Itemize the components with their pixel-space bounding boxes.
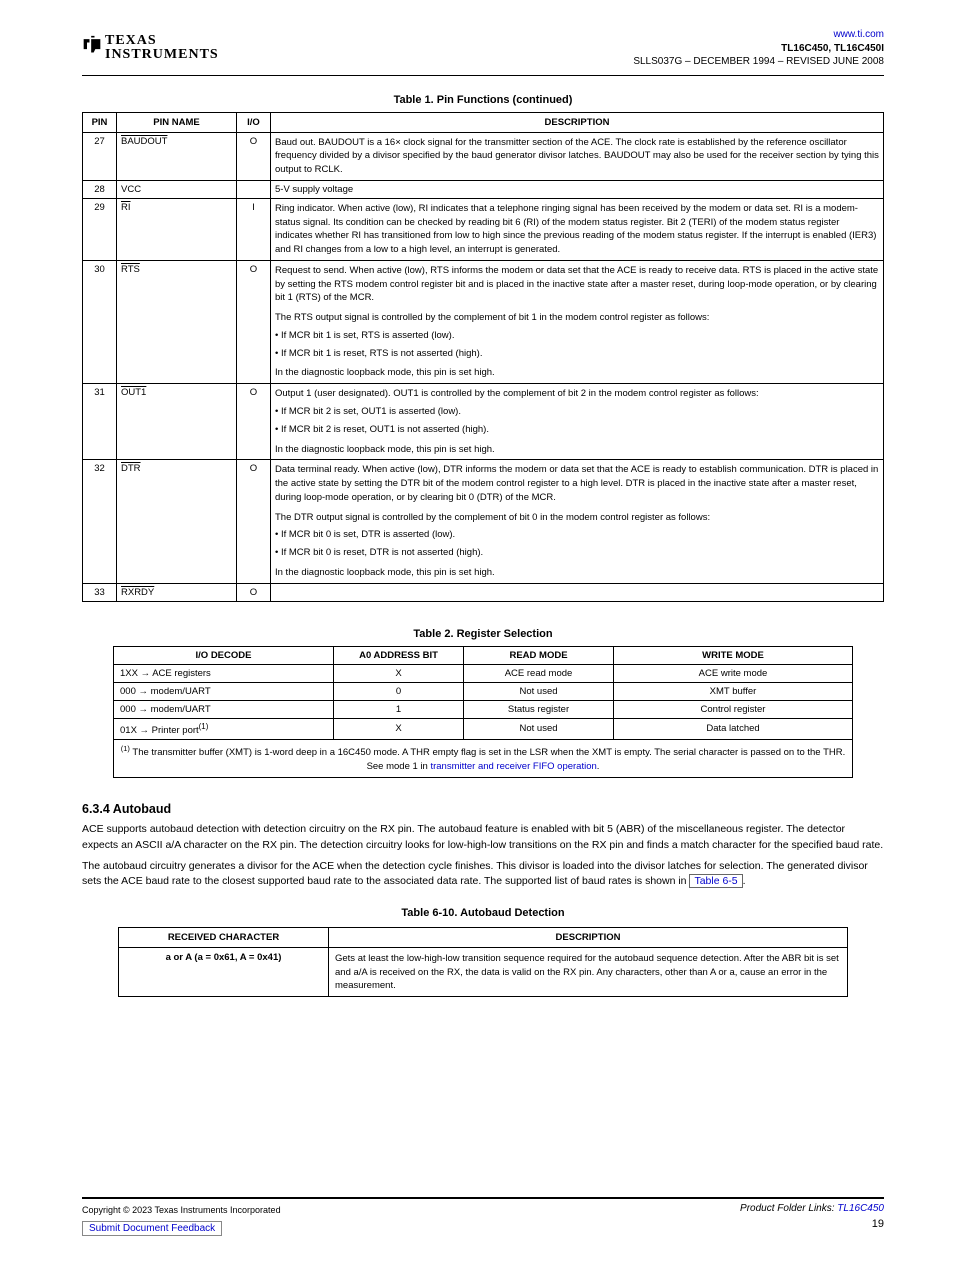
logo-line1: TEXAS — [105, 34, 219, 48]
table-xref-link[interactable]: Table 6-5 — [689, 874, 742, 888]
col-name: PIN NAME — [117, 112, 237, 132]
footer-rule — [82, 1197, 884, 1199]
ti-chip-icon — [82, 34, 102, 56]
ti-logo: TEXAS INSTRUMENTS — [82, 34, 219, 62]
product-folder-link[interactable]: TL16C450 — [837, 1203, 884, 1214]
submit-feedback-link[interactable]: Submit Document Feedback — [82, 1221, 222, 1236]
table-row: 1XX → ACE registers X ACE read mode ACE … — [114, 664, 853, 682]
part-numbers: TL16C450, TL16C450I — [633, 42, 884, 56]
table-row: 000 → modem/UART 0 Not used XMT buffer — [114, 682, 853, 700]
col-io: I/O — [237, 112, 271, 132]
doc-id: SLLS037G – DECEMBER 1994 – REVISED JUNE … — [633, 55, 884, 69]
table2-title: Table 2. Register Selection — [82, 628, 884, 640]
logo-line2: INSTRUMENTS — [105, 48, 219, 62]
table-row: 31 OUT1 O Output 1 (user designated). OU… — [83, 384, 884, 460]
header-rule — [82, 75, 884, 76]
copyright: Copyright © 2023 Texas Instruments Incor… — [82, 1205, 281, 1215]
section-heading: 6.3.4 Autobaud — [82, 802, 884, 816]
col-desc: DESCRIPTION — [271, 112, 884, 132]
table-row: 27 BAUDOUT O Baud out. BAUDOUT is a 16× … — [83, 132, 884, 180]
footer-row: Copyright © 2023 Texas Instruments Incor… — [82, 1201, 884, 1236]
table-row: 32 DTR O Data terminal ready. When activ… — [83, 460, 884, 583]
autobaud-table: RECEIVED CHARACTER DESCRIPTION a or A (a… — [118, 927, 848, 997]
xmt-xref-link[interactable]: transmitter and receiver FIFO operation — [430, 761, 596, 772]
section-para1: ACE supports autobaud detection with det… — [82, 822, 884, 852]
table-row: 28 VCC 5-V supply voltage — [83, 180, 884, 198]
table-row: a or A (a = 0x61, A = 0x41) Gets at leas… — [119, 948, 848, 997]
table3-title: Table 6-10. Autobaud Detection — [82, 907, 884, 919]
col-pin: PIN — [83, 112, 117, 132]
page-number: 19 — [740, 1218, 884, 1230]
register-selection-table: I/O DECODE A0 ADDRESS BIT READ MODE WRIT… — [113, 646, 853, 779]
table-note-row: (1) The transmitter buffer (XMT) is 1-wo… — [114, 739, 853, 778]
table-header-row: RECEIVED CHARACTER DESCRIPTION — [119, 928, 848, 948]
table-header-row: PIN PIN NAME I/O DESCRIPTION — [83, 112, 884, 132]
table-row: 01X → Printer port(1) X Not used Data la… — [114, 718, 853, 739]
ti-link[interactable]: www.ti.com — [833, 29, 884, 40]
section-para2: The autobaud circuitry generates a divis… — [82, 859, 884, 889]
page-header: TEXAS INSTRUMENTS www.ti.com TL16C450, T… — [82, 28, 884, 69]
product-folder-label: Product Folder Links: — [740, 1203, 837, 1214]
table-row: 30 RTS O Request to send. When active (l… — [83, 260, 884, 383]
table-row: 000 → modem/UART 1 Status register Contr… — [114, 700, 853, 718]
table1-title: Table 1. Pin Functions (continued) — [82, 94, 884, 106]
table-row: 29 RI I Ring indicator. When active (low… — [83, 198, 884, 260]
header-right: www.ti.com TL16C450, TL16C450I SLLS037G … — [633, 28, 884, 69]
pin-functions-table: PIN PIN NAME I/O DESCRIPTION 27 BAUDOUT … — [82, 112, 884, 602]
table-row: 33 RXRDY O — [83, 583, 884, 601]
table-header-row: I/O DECODE A0 ADDRESS BIT READ MODE WRIT… — [114, 646, 853, 664]
